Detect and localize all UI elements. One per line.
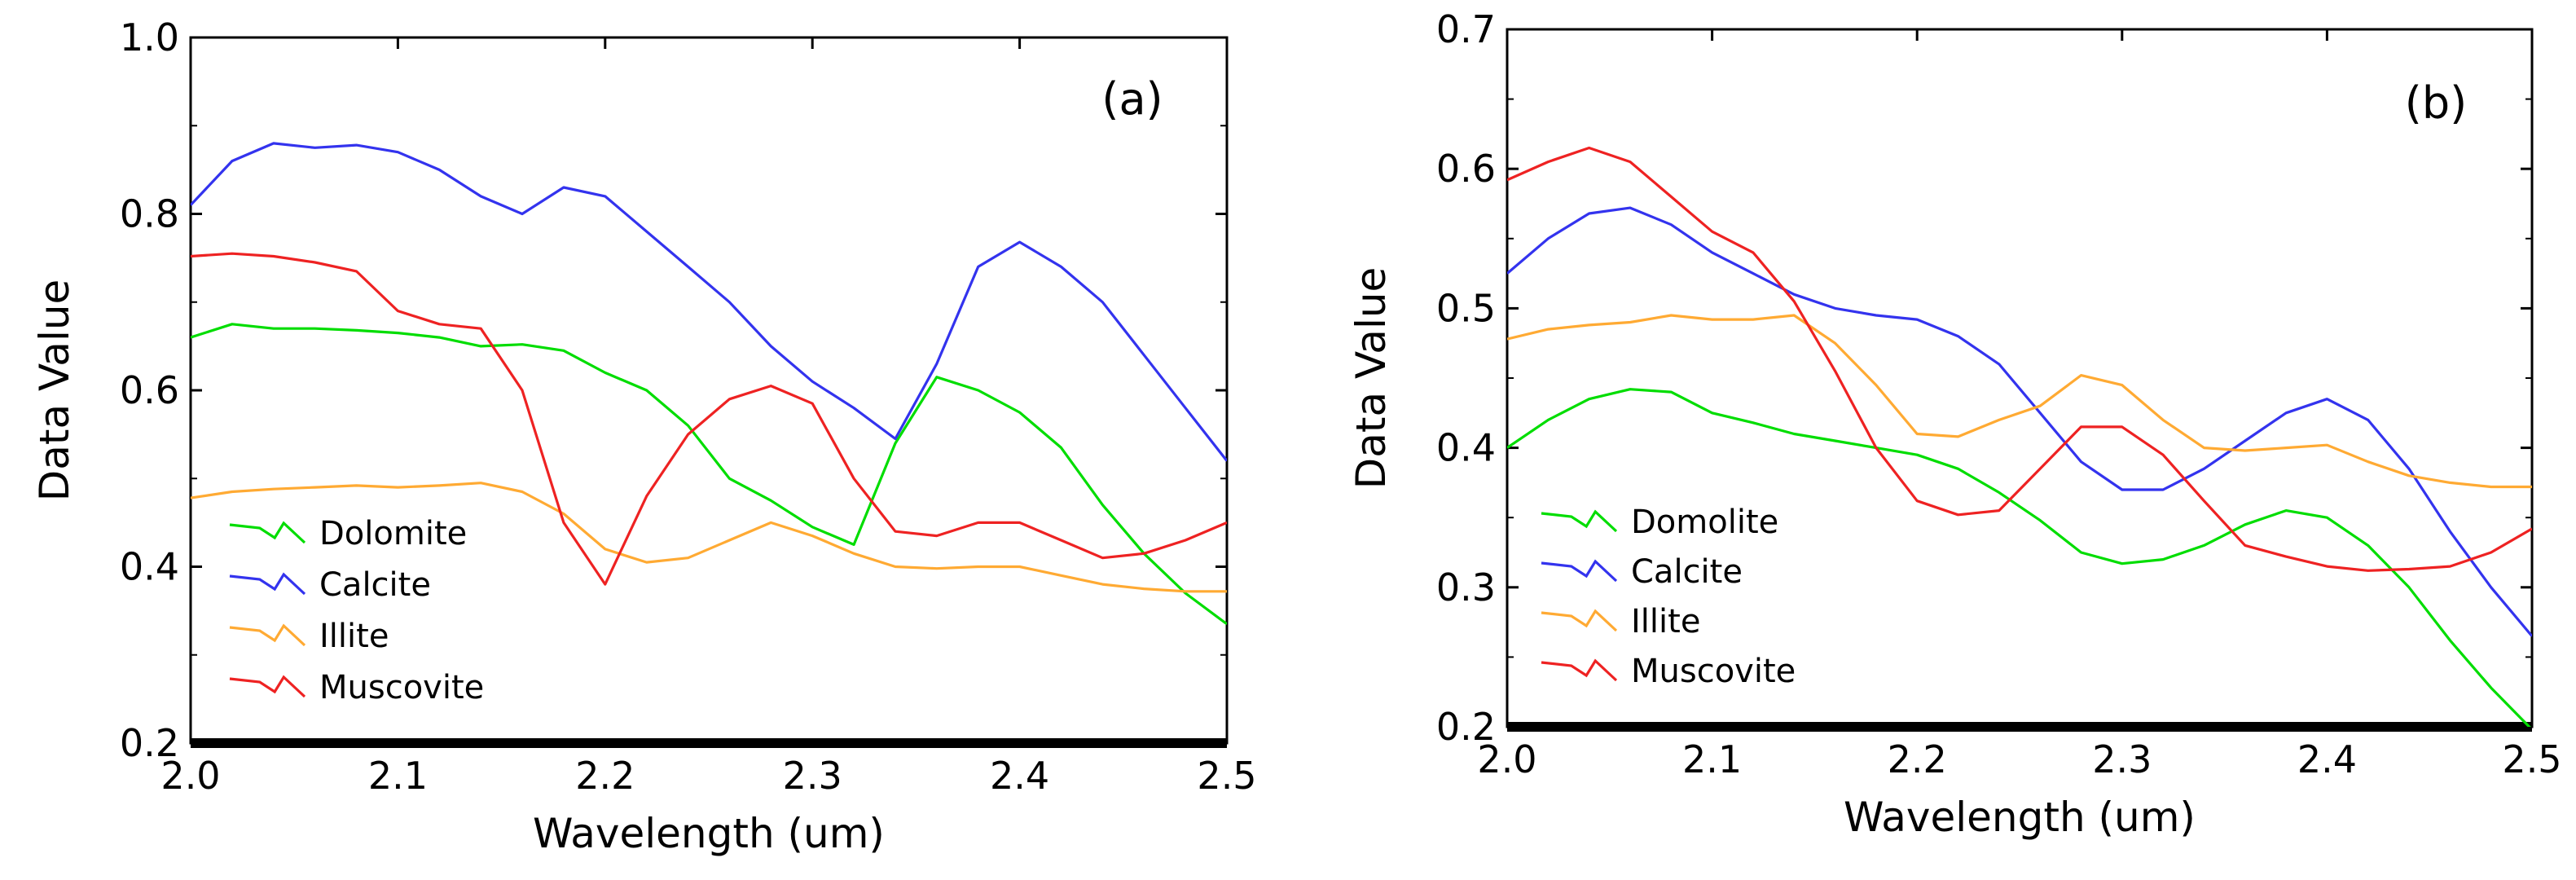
series-line-illite: [1507, 314, 2532, 489]
series-line-muscovite: [1507, 146, 2532, 572]
y-tick-label: 0.8: [120, 192, 179, 236]
x-tick-label: 2.0: [1477, 737, 1536, 781]
series-line-illite: [191, 482, 1227, 593]
y-tick-label: 0.2: [1436, 705, 1496, 749]
x-tick-label: 2.4: [2297, 737, 2357, 781]
series-line-domolite: [1507, 388, 2531, 727]
y-tick-label: 0.6: [120, 368, 179, 412]
panel-label: (a): [1101, 73, 1163, 125]
x-tick-label: 2.3: [2092, 737, 2152, 781]
chart-panel-a: 0.2 0.4 0.6 0.8 1.0 2.0 2.1 2.2 2.3 2.4 2.5 Wavelen…: [31, 15, 1257, 857]
chart-panel-b: 0.2 0.3 0.4 0.5 0.6 0.7 2.0 2.1 2.2 2.3 2.4 2.5 Wave…: [1347, 7, 2562, 841]
legend-swatch-illite: [229, 623, 306, 647]
legend-label-calcite: Calcite: [319, 566, 431, 604]
y-tick-label: 0.4: [1436, 426, 1496, 470]
series-line-muscovite: [191, 252, 1227, 586]
legend-swatch-dolomite: [229, 521, 306, 544]
y-tick-label: 0.3: [1436, 565, 1496, 609]
y-tick-label: 0.4: [120, 545, 179, 589]
legend-label-domolite: Domolite: [1631, 504, 1778, 541]
x-tick-label: 2.4: [990, 754, 1049, 798]
x-tick-label: 2.2: [575, 754, 635, 798]
legend-label-muscovite: Muscovite: [1631, 653, 1796, 690]
legend-label-muscovite: Muscovite: [319, 669, 484, 706]
x-tick-label: 2.1: [368, 754, 428, 798]
y-tick-label: 0.2: [120, 721, 179, 765]
x-tick-label: 2.0: [160, 754, 220, 798]
legend-label-calcite: Calcite: [1631, 553, 1743, 591]
x-tick-label: 2.5: [1197, 754, 1256, 798]
legend-swatch-muscovite: [1541, 658, 1618, 682]
y-axis-title: Data Value: [1347, 267, 1395, 490]
legend-label-illite: Illite: [1631, 603, 1700, 640]
y-tick-label: 0.6: [1436, 147, 1496, 191]
y-tick-label: 1.0: [120, 15, 179, 59]
x-axis-title: Wavelength (um): [1844, 794, 2196, 841]
y-tick-label: 0.7: [1436, 7, 1496, 51]
series-line-calcite: [1507, 206, 2532, 637]
panel-label: (b): [2405, 77, 2467, 129]
legend-label-dolomite: Dolomite: [319, 515, 467, 552]
legend-swatch-calcite: [1541, 559, 1618, 583]
x-tick-label: 2.5: [2502, 737, 2561, 781]
legend-label-illite: Illite: [319, 618, 389, 655]
legend-swatch-domolite: [1541, 509, 1618, 533]
y-tick-label: 0.5: [1436, 286, 1496, 330]
x-tick-label: 2.3: [783, 754, 842, 798]
legend-swatch-muscovite: [229, 675, 306, 698]
series-line-calcite: [191, 142, 1227, 462]
x-axis-title: Wavelength (um): [533, 810, 885, 857]
y-axis-title: Data Value: [31, 279, 78, 502]
x-tick-label: 2.2: [1888, 737, 1947, 781]
legend-swatch-illite: [1541, 609, 1618, 632]
series-line-dolomite: [191, 323, 1227, 626]
legend-swatch-calcite: [229, 572, 306, 596]
x-tick-label: 2.1: [1682, 737, 1742, 781]
